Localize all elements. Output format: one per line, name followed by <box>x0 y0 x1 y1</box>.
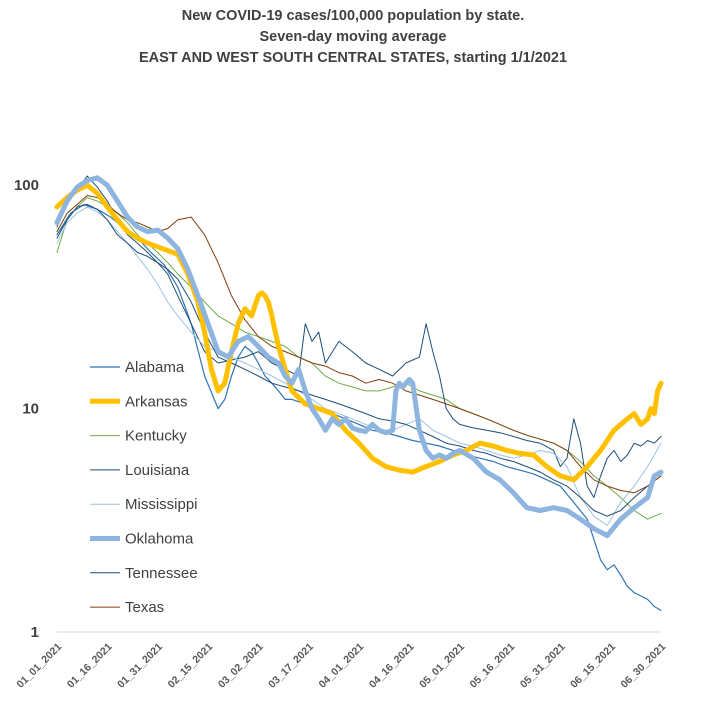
series-line-louisiana <box>56 175 662 498</box>
y-tick-label: 1 <box>31 624 39 641</box>
series-layer <box>54 175 664 612</box>
legend-label: Louisiana <box>125 462 190 479</box>
chart-title-line-3: EAST AND WEST SOUTH CENTRAL STATES, star… <box>138 50 568 66</box>
series-line-oklahoma <box>54 175 664 539</box>
legend: Alabama Arkansas Kentucky Louisiana Mississi… <box>90 359 198 616</box>
x-tick-label: 06_15_2021 <box>568 641 618 691</box>
axes: 1 10 100 01_01_2021 01_16_2021 01_31_2021 02_1… <box>14 177 668 690</box>
legend-label: Oklahoma <box>125 531 194 548</box>
y-tick-label: 100 <box>14 177 39 194</box>
chart-title: New COVID-19 cases/100,000 population by… <box>0 6 706 69</box>
chart-title-line-1: New COVID-19 cases/100,000 population by… <box>181 8 525 24</box>
y-tick-label: 10 <box>22 401 39 418</box>
x-tick-label: 02_15_2021 <box>166 641 216 691</box>
x-tick-label: 05_01_2021 <box>417 641 467 691</box>
series-line-arkansas <box>54 182 664 483</box>
x-tick-label: 03_17_2021 <box>266 641 316 691</box>
legend-label: Mississippi <box>125 496 198 513</box>
series-line-alabama <box>56 203 662 612</box>
x-tick-label: 06_30_2021 <box>619 641 669 691</box>
series-line-texas <box>56 195 662 494</box>
series-line-tennessee <box>56 204 662 517</box>
x-tick-label: 04_01_2021 <box>317 641 367 691</box>
x-tick-label: 01_01_2021 <box>15 641 65 691</box>
x-tick-label: 03_02_2021 <box>216 641 266 691</box>
x-tick-label: 01_31_2021 <box>115 641 165 691</box>
x-tick-label: 04_16_2021 <box>367 641 417 691</box>
x-tick-label: 01_16_2021 <box>65 641 115 691</box>
legend-label: Tennessee <box>125 565 198 582</box>
x-tick-label: 05_31_2021 <box>518 641 568 691</box>
chart-title-line-2: Seven-day moving average <box>259 29 447 45</box>
legend-label: Arkansas <box>125 393 188 410</box>
series-line-mississippi <box>56 206 662 526</box>
x-tick-label: 05_16_2021 <box>468 641 518 691</box>
legend-label: Texas <box>125 599 164 616</box>
legend-label: Kentucky <box>125 428 187 445</box>
legend-label: Alabama <box>125 359 185 376</box>
